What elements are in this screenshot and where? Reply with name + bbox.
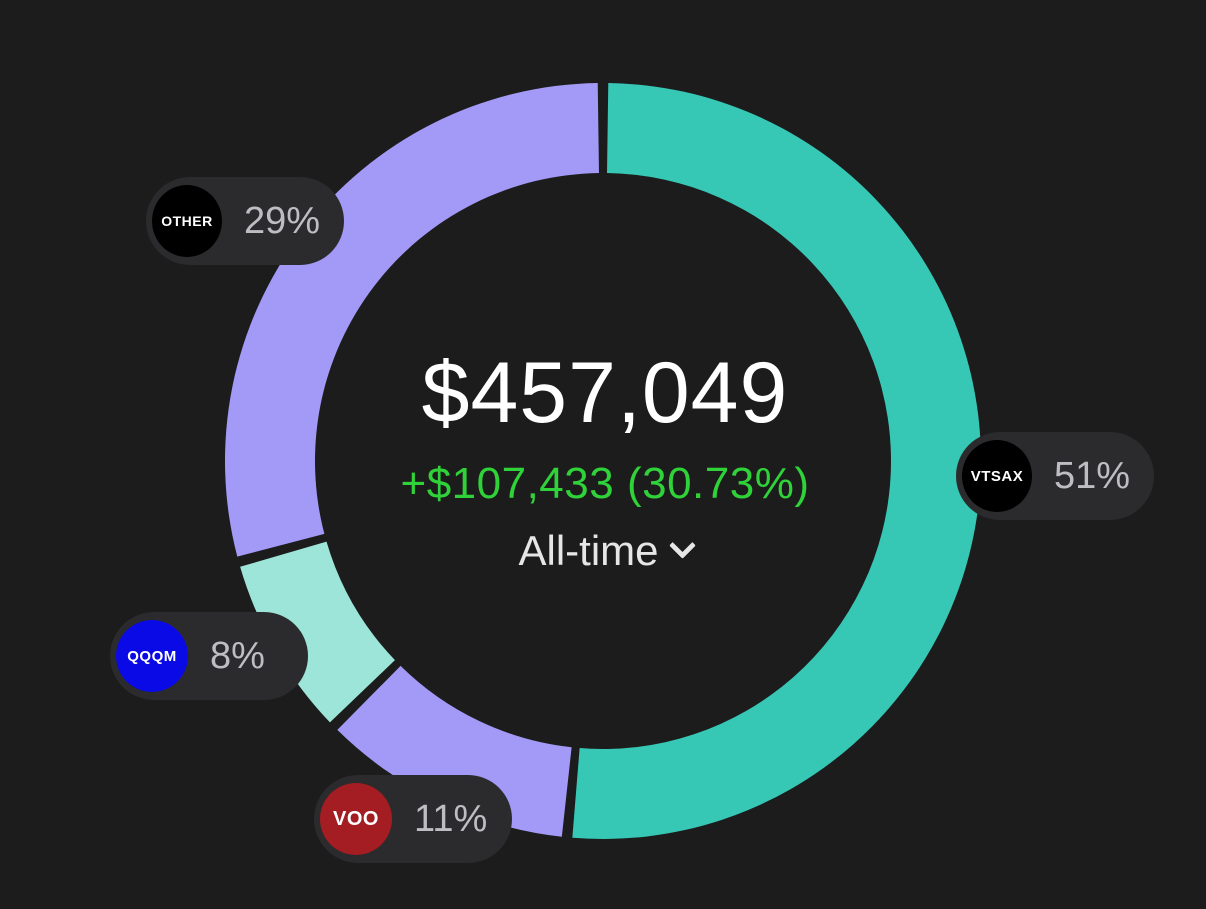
holding-pill-voo[interactable]: VOO 11% (314, 775, 512, 863)
holding-pill-other[interactable]: OTHER 29% (146, 177, 344, 265)
donut-slice-voo[interactable] (337, 665, 572, 837)
ticker-badge: VOO (320, 783, 392, 855)
donut-slice-qqqm[interactable] (240, 541, 395, 723)
total-gain: +$107,433 (30.73%) (400, 459, 810, 508)
holding-percent: 29% (243, 199, 320, 242)
period-selector[interactable]: All-time (518, 527, 696, 574)
ticker-badge: OTHER (152, 185, 222, 257)
portfolio-summary: $457,049 +$107,433 (30.73%) All-time (330, 330, 880, 572)
ticker-badge: VTSAX (962, 440, 1032, 512)
holding-percent: 51% (1053, 454, 1130, 497)
ticker-badge: QQQM (116, 620, 188, 692)
total-value: $457,049 (421, 345, 789, 441)
holding-percent: 8% (210, 634, 265, 677)
donut-slice-vtsax[interactable] (572, 83, 982, 840)
chevron-down-icon (668, 531, 696, 559)
holding-pill-vtsax[interactable]: VTSAX 51% (956, 432, 1154, 520)
holding-percent: 11% (414, 797, 488, 840)
period-label: All-time (518, 527, 659, 574)
holding-pill-qqqm[interactable]: QQQM 8% (110, 612, 308, 700)
donut-slice-other[interactable] (225, 83, 599, 557)
